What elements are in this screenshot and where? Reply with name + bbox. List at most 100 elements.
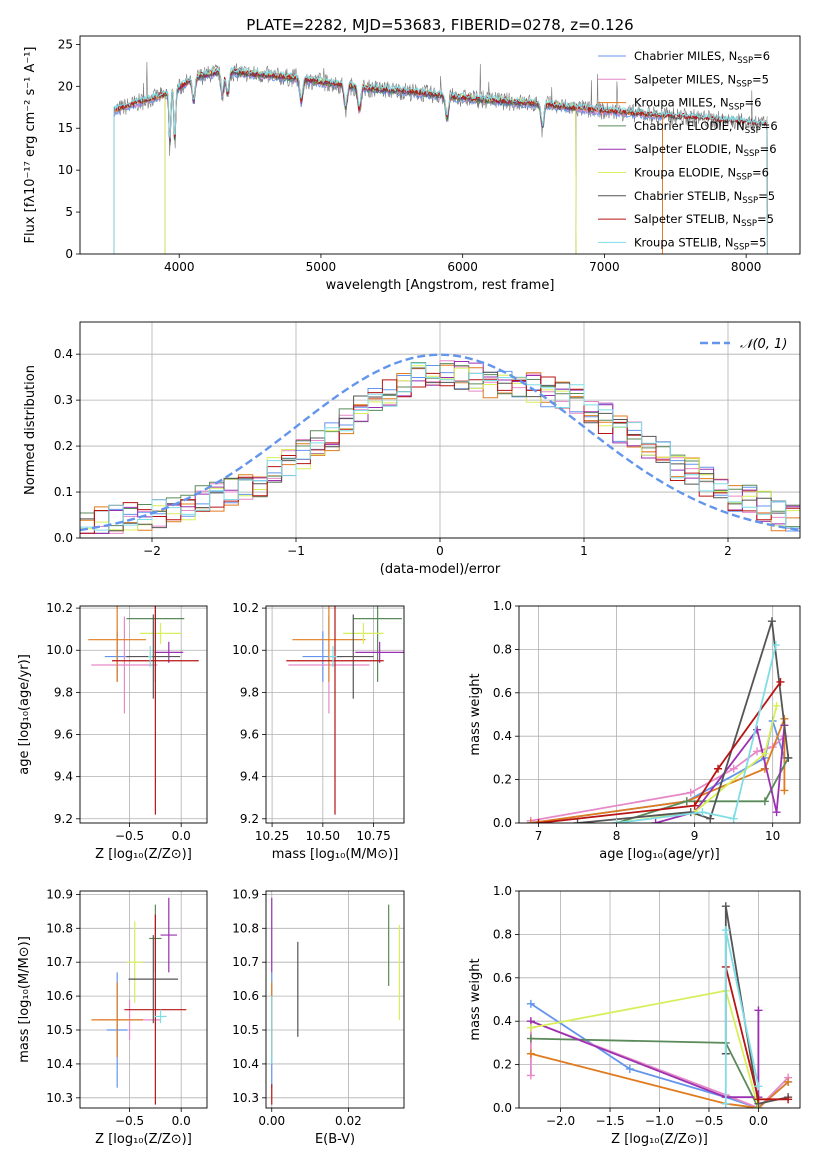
legend-label: Kroupa MILES, N — [634, 96, 729, 110]
model-spectrum — [113, 71, 663, 254]
model-spectrum — [113, 70, 663, 254]
x-tick-label: −2.0 — [546, 1114, 575, 1128]
series-line — [530, 989, 760, 1108]
legend-entry: Chabrier STELIB, NSSP=5 — [634, 189, 775, 206]
legend-label: Kroupa ELODIE, N — [634, 166, 736, 180]
series-marker — [686, 788, 695, 797]
y-tick-label: 10.4 — [232, 1057, 259, 1071]
panel-age_vs_metallicity: −0.5 0.0 9.2 9.4 9.6 9.8 10.0 10.2 Z [log₁₀(Z/Z⊙… — [17, 601, 208, 862]
y-tick-label: 0.8 — [493, 642, 512, 656]
y-tick-label: 0.6 — [493, 971, 512, 985]
series-marker — [526, 819, 535, 823]
normal-curve — [80, 353, 800, 532]
y-axis-label: mass weight — [468, 673, 483, 755]
legend-label: Kroupa STELIB, N — [634, 235, 734, 249]
x-axis-label: Z [log₁₀(Z/Z⊙)] — [95, 1132, 192, 1147]
legend-label: Chabrier MILES, N — [634, 49, 737, 63]
plot-area — [88, 606, 199, 815]
series-marker — [721, 902, 730, 911]
y-tick-label: 9.2 — [54, 812, 73, 826]
series-marker — [625, 1064, 634, 1073]
x-axis-label: Z [log₁₀(Z/Z⊙)] — [95, 847, 192, 862]
plot-area — [526, 902, 793, 1108]
legend-label: Chabrier STELIB, N — [634, 189, 742, 203]
legend-entry: Chabrier MILES, NSSP=6 — [634, 49, 770, 66]
x-axis-label: (data-model)/error — [380, 562, 501, 577]
y-tick-label: 10.5 — [232, 1023, 259, 1037]
panel-residual_histogram: −2 −1 0 1 2 0.0 0.1 0.2 0.3 0.4 (data-model)/error… — [23, 321, 801, 577]
x-tick-label: 0 — [436, 544, 444, 558]
x-tick-label: −1.5 — [595, 1114, 624, 1128]
x-tick-label: −1.0 — [645, 1114, 674, 1128]
series-marker — [772, 808, 781, 817]
legend-sub: SSP — [745, 126, 761, 136]
x-tick-label: 6000 — [447, 260, 478, 274]
legend-sub: SSP — [741, 219, 757, 229]
legend-tail: =6 — [744, 96, 761, 110]
y-tick-label: 10.7 — [46, 955, 73, 969]
y-tick-label: 10.6 — [46, 989, 73, 1003]
y-axis-label: Normed distribution — [23, 365, 38, 495]
x-tick-label: −2 — [143, 544, 161, 558]
legend-tail: =5 — [758, 189, 775, 203]
series-marker — [721, 926, 730, 935]
axes-frame — [265, 605, 405, 824]
legend-entry: Salpeter STELIB, NSSP=5 — [634, 212, 774, 229]
x-tick-label: 8000 — [731, 260, 762, 274]
series-marker — [526, 1071, 535, 1080]
y-tick-label: 10.7 — [232, 955, 259, 969]
x-tick-label: 8 — [613, 829, 621, 843]
x-tick-label: 7000 — [589, 260, 620, 274]
series-marker — [771, 641, 780, 650]
y-tick-label: 9.8 — [54, 685, 73, 699]
y-tick-label: 10.3 — [232, 1091, 259, 1105]
y-tick-label: 0.0 — [493, 816, 512, 830]
plot-area — [526, 617, 793, 823]
legend-entry: 𝒩(0, 1) — [740, 337, 787, 352]
plot-area — [80, 353, 800, 534]
y-tick-label: 15 — [58, 121, 73, 135]
y-tick-label: 0.6 — [493, 686, 512, 700]
y-tick-label: 20 — [58, 79, 73, 93]
x-axis-label: E(B-V) — [315, 1132, 355, 1147]
legend-sub: SSP — [734, 242, 750, 252]
plot-area — [113, 61, 768, 254]
series-line — [530, 1052, 789, 1108]
observed-spectrum — [113, 61, 768, 156]
x-tick-label: 7 — [535, 829, 543, 843]
series-marker — [526, 1034, 535, 1043]
y-tick-label: 10.9 — [46, 887, 73, 901]
series-marker — [767, 617, 776, 626]
y-tick-label: 10.6 — [232, 989, 259, 1003]
series-marker — [780, 786, 789, 795]
series-marker — [754, 1006, 763, 1015]
y-tick-label: 0.1 — [54, 485, 73, 499]
y-tick-label: 9.4 — [240, 770, 259, 784]
x-tick-label: 0.0 — [172, 1114, 191, 1128]
series-marker — [706, 814, 715, 823]
y-tick-label: 25 — [58, 37, 73, 51]
y-tick-label: 0.0 — [54, 531, 73, 545]
x-tick-label: −0.5 — [694, 1114, 723, 1128]
series-marker — [760, 749, 769, 758]
y-tick-label: 0.4 — [493, 729, 512, 743]
x-axis-label: Z [log₁₀(Z/Z⊙)] — [611, 1132, 708, 1147]
y-tick-label: 1.0 — [493, 884, 512, 898]
series-marker — [526, 1023, 535, 1032]
x-axis-label: mass [log₁₀(M/M⊙)] — [272, 847, 399, 862]
legend-sub: SSP — [736, 79, 752, 89]
histogram-step — [80, 362, 800, 531]
y-tick-label: 9.8 — [240, 685, 259, 699]
panel-mass_weight_vs_metallicity: −2.0 −1.5 −1.0 −0.5 0.0 0.0 0.2 0.4 0.6 0.8 1.0 Z [… — [468, 884, 801, 1147]
y-tick-label: 9.4 — [54, 770, 73, 784]
legend-tail: =6 — [752, 166, 769, 180]
series-line — [616, 644, 777, 823]
series-marker — [784, 1077, 793, 1086]
legend-entry: Kroupa STELIB, NSSP=5 — [634, 235, 766, 252]
y-tick-label: 10.9 — [232, 887, 259, 901]
series-line — [616, 757, 790, 823]
y-tick-label: 0.2 — [54, 439, 73, 453]
y-tick-label: 10.2 — [46, 601, 73, 615]
legend-entry: Salpeter ELODIE, NSSP=6 — [634, 142, 777, 159]
legend-sub: SSP — [744, 149, 760, 159]
